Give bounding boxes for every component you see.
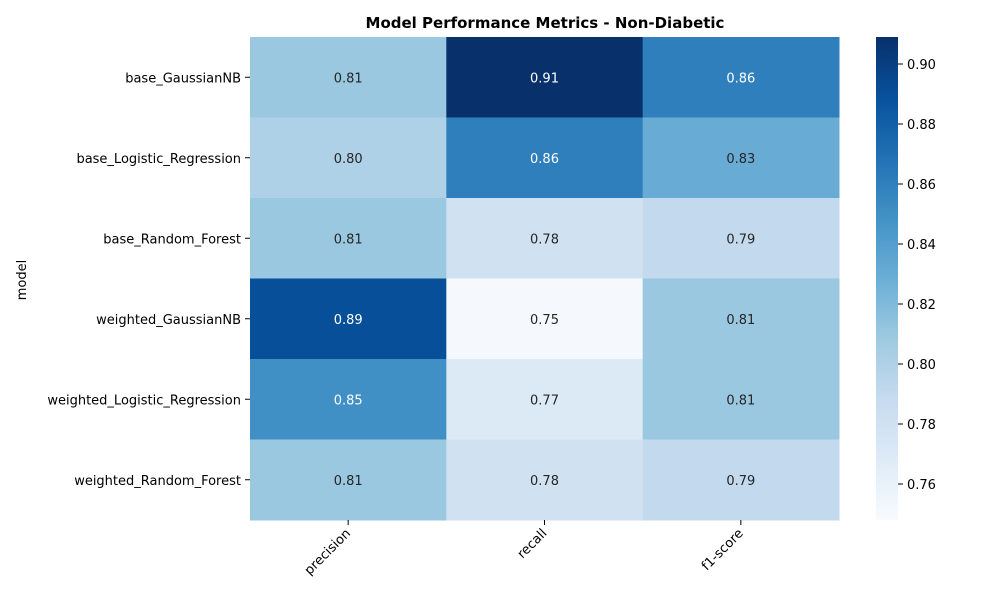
- cell-value-label: 0.86: [726, 71, 755, 86]
- heatmap-cell: [446, 198, 644, 279]
- heatmap-cell: [446, 359, 644, 440]
- cell-value-label: 0.89: [334, 313, 363, 328]
- cell-value-label: 0.81: [726, 313, 755, 328]
- cell-value-label: 0.78: [530, 474, 559, 489]
- heatmap-cells: 0.81 0.91 0.86 0.80 0.86 0.83 0.81 0.78 0.79 0.89…: [250, 37, 840, 521]
- heatmap-cell: [250, 439, 447, 521]
- heatmap-cell: [642, 278, 840, 360]
- heatmap-cell: [250, 359, 447, 440]
- cell-value-label: 0.85: [334, 393, 363, 408]
- heatmap-cell: [642, 359, 840, 440]
- row-tick-label: base_Random_Forest: [103, 232, 241, 247]
- colorbar: 0.76 0.78 0.80 0.82 0.84 0.86 0.88 0.90: [876, 37, 936, 520]
- row-tick-label: weighted_Random_Forest: [74, 474, 241, 489]
- row-tick-label: base_GaussianNB: [125, 71, 241, 86]
- heatmap-cell: [642, 439, 840, 521]
- colorbar-tick-label: 0.80: [907, 358, 936, 373]
- colorbar-tick-label: 0.82: [907, 298, 936, 313]
- row-tick-labels: base_GaussianNB base_Logistic_Regressionb…: [47, 71, 250, 489]
- heatmap-cell: [642, 37, 840, 118]
- heatmap-cell: [446, 278, 644, 360]
- heatmap-cell: [446, 439, 644, 521]
- heatmap-cell: [642, 198, 840, 279]
- column-tick-labels: precision recall f1-score: [302, 520, 747, 578]
- cell-value-label: 0.81: [726, 393, 755, 408]
- column-tick-label: recall: [515, 526, 551, 562]
- heatmap-cell: [250, 278, 447, 360]
- column-tick-label: f1-score: [699, 526, 747, 574]
- heatmap-cell: [250, 37, 447, 118]
- cell-value-label: 0.81: [334, 71, 363, 86]
- cell-value-label: 0.81: [334, 474, 363, 489]
- cell-value-label: 0.81: [334, 232, 363, 247]
- chart-title: Model Performance Metrics - Non-Diabetic: [366, 14, 725, 32]
- colorbar-tick-label: 0.90: [907, 58, 936, 73]
- heatmap-cell: [250, 198, 447, 279]
- heatmap-cell: [446, 37, 644, 118]
- colorbar-tick-label: 0.84: [907, 238, 936, 253]
- row-tick-label: base_Logistic_Regression: [76, 152, 241, 167]
- colorbar-gradient: [876, 37, 898, 520]
- row-tick-label: weighted_Logistic_Regression: [47, 393, 241, 408]
- heatmap-cell: [642, 117, 840, 199]
- heatmap-cell: [250, 117, 447, 199]
- cell-value-label: 0.80: [334, 152, 363, 167]
- colorbar-tick-label: 0.76: [907, 478, 936, 493]
- heatmap-cell: [446, 117, 644, 199]
- colorbar-tick-label: 0.86: [907, 178, 936, 193]
- column-tick-label: precision: [302, 526, 354, 578]
- y-axis-label: model: [15, 260, 30, 300]
- colorbar-tick-label: 0.88: [907, 118, 936, 133]
- cell-value-label: 0.79: [726, 232, 755, 247]
- row-tick-label: weighted_GaussianNB: [96, 313, 241, 328]
- cell-value-label: 0.91: [530, 71, 559, 86]
- cell-value-label: 0.86: [530, 152, 559, 167]
- cell-value-label: 0.75: [530, 313, 559, 328]
- cell-value-label: 0.83: [726, 152, 755, 167]
- cell-value-label: 0.79: [726, 474, 755, 489]
- cell-value-label: 0.78: [530, 232, 559, 247]
- cell-value-label: 0.77: [530, 393, 559, 408]
- colorbar-tick-label: 0.78: [907, 418, 936, 433]
